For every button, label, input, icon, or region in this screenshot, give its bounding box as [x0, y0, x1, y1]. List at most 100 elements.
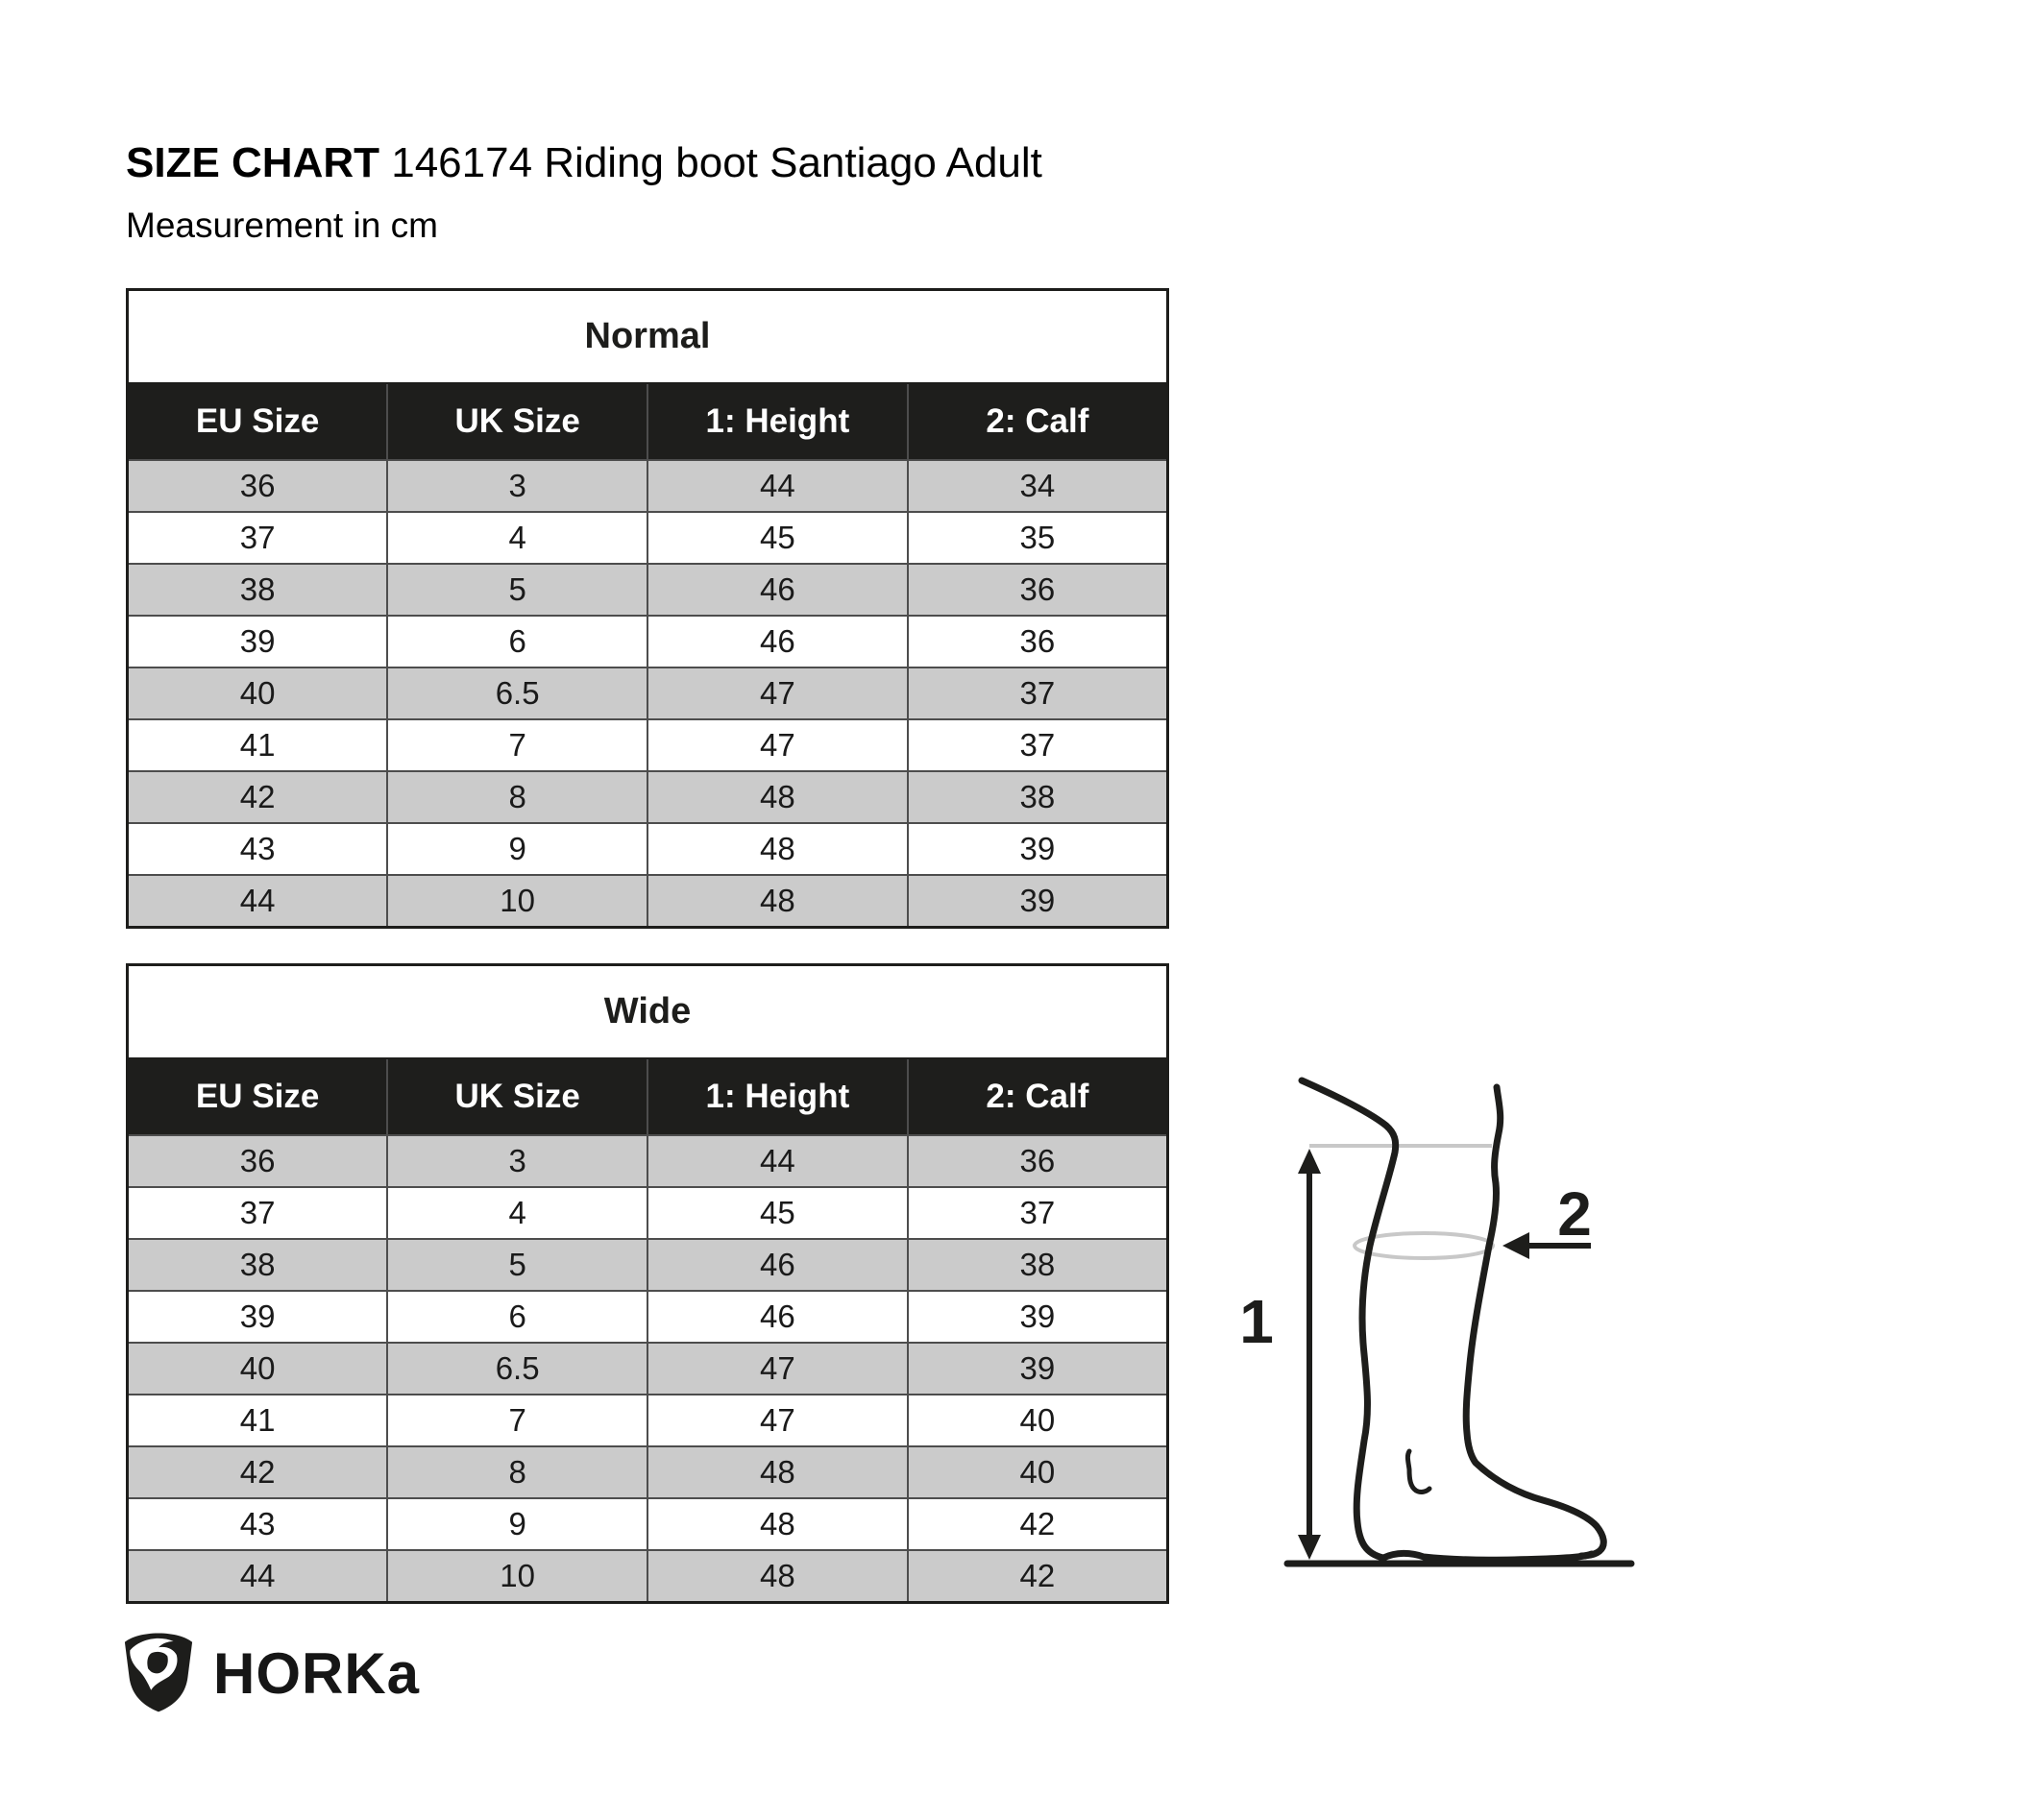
height-arrow — [1298, 1149, 1321, 1560]
table-row: 37 4 45 35 — [126, 511, 1169, 565]
table-cell: 40 — [126, 1342, 389, 1395]
table-cell: 46 — [647, 563, 909, 617]
table-cell: 37 — [906, 667, 1169, 720]
table-cell: 9 — [386, 822, 648, 876]
table-cell: 44 — [126, 874, 389, 929]
table-cell: 46 — [647, 1238, 909, 1292]
table-cell: 35 — [906, 511, 1169, 565]
table-cell: 42 — [126, 770, 389, 824]
title-label: SIZE CHART — [126, 139, 379, 186]
table-cell: 39 — [906, 822, 1169, 876]
table-cell: 38 — [906, 770, 1169, 824]
title-product: 146174 Riding boot Santiago Adult — [391, 139, 1042, 186]
column-header: 2: Calf — [906, 382, 1169, 461]
table-row: 44 10 48 42 — [126, 1549, 1169, 1604]
table-cell: 46 — [647, 615, 909, 668]
table-cell: 36 — [126, 459, 389, 513]
column-header: EU Size — [126, 1057, 389, 1136]
table-cell: 44 — [647, 459, 909, 513]
table-cell: 7 — [386, 718, 648, 772]
table-row: 40 6.5 47 37 — [126, 667, 1169, 720]
table-header-row: EU Size UK Size 1: Height 2: Calf — [126, 1057, 1169, 1136]
table-cell: 3 — [386, 459, 648, 513]
column-header: 2: Calf — [906, 1057, 1169, 1136]
table-cell: 9 — [386, 1497, 648, 1551]
table-cell: 43 — [126, 1497, 389, 1551]
table-cell: 39 — [906, 1342, 1169, 1395]
table-cell: 42 — [126, 1445, 389, 1499]
table-row: 39 6 46 36 — [126, 615, 1169, 668]
table-row: 36 3 44 36 — [126, 1134, 1169, 1188]
table-cell: 45 — [647, 1186, 909, 1240]
page-subtitle: Measurement in cm — [126, 206, 438, 245]
table-cell: 45 — [647, 511, 909, 565]
table-cell: 10 — [386, 1549, 648, 1604]
table-cell: 36 — [906, 615, 1169, 668]
table-cell: 36 — [126, 1134, 389, 1188]
table-cell: 44 — [126, 1549, 389, 1604]
table-title: Wide — [126, 963, 1169, 1059]
table-cell: 37 — [906, 718, 1169, 772]
column-header: 1: Height — [647, 382, 909, 461]
table-row: 36 3 44 34 — [126, 459, 1169, 513]
table-cell: 48 — [647, 1497, 909, 1551]
table-cell: 39 — [906, 874, 1169, 929]
table-cell: 47 — [647, 718, 909, 772]
table-cell: 38 — [906, 1238, 1169, 1292]
table-title-row: Wide — [126, 963, 1169, 1059]
table-cell: 48 — [647, 822, 909, 876]
table-cell: 36 — [906, 563, 1169, 617]
table-cell: 48 — [647, 770, 909, 824]
table-cell: 6 — [386, 615, 648, 668]
table-cell: 38 — [126, 1238, 389, 1292]
column-header: EU Size — [126, 382, 389, 461]
table-cell: 48 — [647, 1549, 909, 1604]
table-row: 42 8 48 40 — [126, 1445, 1169, 1499]
table-row: 40 6.5 47 39 — [126, 1342, 1169, 1395]
table-cell: 47 — [647, 1342, 909, 1395]
table-cell: 42 — [906, 1497, 1169, 1551]
table-cell: 34 — [906, 459, 1169, 513]
column-header: UK Size — [386, 1057, 648, 1136]
table-cell: 46 — [647, 1290, 909, 1344]
table-cell: 48 — [647, 1445, 909, 1499]
table-header-row: EU Size UK Size 1: Height 2: Calf — [126, 382, 1169, 461]
table-cell: 42 — [906, 1549, 1169, 1604]
table-cell: 41 — [126, 1394, 389, 1447]
table-cell: 41 — [126, 718, 389, 772]
table-cell: 47 — [647, 1394, 909, 1447]
table-row: 43 9 48 42 — [126, 1497, 1169, 1551]
table-cell: 40 — [906, 1394, 1169, 1447]
table-row: 41 7 47 40 — [126, 1394, 1169, 1447]
table-cell: 3 — [386, 1134, 648, 1188]
table-cell: 40 — [906, 1445, 1169, 1499]
calf-label: 2 — [1557, 1179, 1592, 1249]
table-cell: 4 — [386, 1186, 648, 1240]
table-row: 44 10 48 39 — [126, 874, 1169, 929]
table-row: 41 7 47 37 — [126, 718, 1169, 772]
table-cell: 7 — [386, 1394, 648, 1447]
table-cell: 43 — [126, 822, 389, 876]
table-cell: 5 — [386, 1238, 648, 1292]
table-cell: 40 — [126, 667, 389, 720]
table-title: Normal — [126, 288, 1169, 384]
table-cell: 48 — [647, 874, 909, 929]
table-cell: 37 — [906, 1186, 1169, 1240]
table-cell: 39 — [126, 615, 389, 668]
table-cell: 10 — [386, 874, 648, 929]
table-cell: 8 — [386, 1445, 648, 1499]
table-row: 42 8 48 38 — [126, 770, 1169, 824]
table-row: 37 4 45 37 — [126, 1186, 1169, 1240]
page-title: SIZE CHART 146174 Riding boot Santiago A… — [126, 139, 1042, 186]
table-cell: 4 — [386, 511, 648, 565]
table-cell: 6.5 — [386, 1342, 648, 1395]
table-cell: 8 — [386, 770, 648, 824]
table-cell: 44 — [647, 1134, 909, 1188]
table-row: 43 9 48 39 — [126, 822, 1169, 876]
column-header: UK Size — [386, 382, 648, 461]
table-cell: 38 — [126, 563, 389, 617]
calf-arrow — [1502, 1232, 1591, 1259]
size-table-wide: Wide EU Size UK Size 1: Height 2: Calf 36 3 44 3… — [126, 963, 1169, 1604]
calf-ellipse — [1353, 1231, 1495, 1260]
